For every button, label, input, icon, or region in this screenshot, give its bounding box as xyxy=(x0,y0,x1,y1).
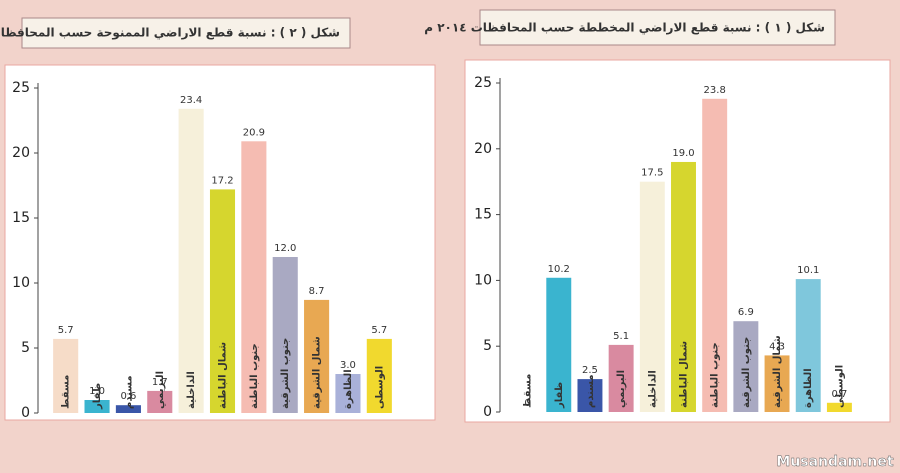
category-label: الوسطى xyxy=(374,366,385,409)
category-label: جنوب الباطنة xyxy=(710,342,721,408)
value-label: 5.7 xyxy=(58,325,74,336)
category-label: جنوب الباطنة xyxy=(249,343,260,409)
value-label: 0.6 xyxy=(120,391,136,402)
category-label: مسقط xyxy=(61,375,72,409)
bar xyxy=(546,277,572,412)
y-tick-label: 10 xyxy=(12,275,30,291)
value-label: 12.0 xyxy=(274,243,296,254)
value-label: 4.3 xyxy=(769,341,785,352)
value-label: 1.0 xyxy=(89,386,105,397)
bar xyxy=(639,181,665,412)
value-label: 17.2 xyxy=(211,175,233,186)
bar xyxy=(733,321,759,412)
bar xyxy=(178,108,204,414)
category-label: البريمي xyxy=(155,371,166,409)
y-tick-label: 0 xyxy=(21,405,30,421)
category-label: الداخلية xyxy=(647,370,658,408)
category-label: مسقط xyxy=(523,374,534,408)
value-label: 1.7 xyxy=(152,377,168,388)
category-label: مسندم xyxy=(123,375,134,409)
bar xyxy=(241,141,267,414)
value-label: 10.2 xyxy=(548,264,570,275)
bar xyxy=(209,189,236,413)
y-tick-label: 10 xyxy=(474,272,492,288)
value-label: 5.1 xyxy=(613,331,629,342)
chart-title: شكل ( ١ ) : نسبة قطع الاراضي المخططة حسب… xyxy=(424,21,825,36)
y-tick-label: 25 xyxy=(474,75,492,91)
chart-title: شكل ( ٢ ) : نسبة قطع الاراضي الممنوحة حس… xyxy=(0,26,340,41)
bar xyxy=(608,344,634,412)
y-tick-label: 0 xyxy=(483,404,492,420)
bar xyxy=(115,405,141,413)
bar xyxy=(304,299,330,413)
value-label: 19.0 xyxy=(672,148,694,159)
title-box-right xyxy=(479,9,836,46)
category-label: البريمي xyxy=(616,370,627,408)
y-tick-label: 5 xyxy=(483,338,492,354)
value-label: 2.5 xyxy=(582,365,598,376)
y-tick-label: 20 xyxy=(12,145,30,161)
category-label: شمال الباطنة xyxy=(218,342,229,409)
category-label: الوسطى xyxy=(834,365,845,408)
bar xyxy=(795,279,821,412)
value-label: 0 xyxy=(524,398,530,409)
bar xyxy=(671,161,696,412)
bar xyxy=(147,390,173,413)
category-label: شمال الباطنة xyxy=(679,341,690,408)
category-label: الظاهرة xyxy=(803,368,814,408)
value-label: 6.9 xyxy=(738,307,754,318)
bar xyxy=(84,400,110,413)
bar xyxy=(335,374,361,413)
y-tick-label: 15 xyxy=(12,210,30,226)
bar xyxy=(702,98,728,413)
y-tick-label: 25 xyxy=(12,80,30,96)
bar xyxy=(764,355,790,412)
category-label: ظفار xyxy=(554,382,565,409)
y-tick-label: 5 xyxy=(21,340,30,356)
bar xyxy=(366,338,392,413)
bar xyxy=(53,338,79,413)
value-label: 23.4 xyxy=(180,95,202,106)
bar xyxy=(577,379,603,412)
y-tick-label: 20 xyxy=(474,141,492,157)
value-label: 5.7 xyxy=(371,325,387,336)
category-label: جنوب الشرقية xyxy=(741,337,752,408)
category-label: الظاهرة xyxy=(343,369,354,409)
value-label: 10.1 xyxy=(797,265,819,276)
category-label: مسندم xyxy=(585,374,596,408)
value-label: 3.0 xyxy=(340,360,356,371)
value-label: 0.7 xyxy=(831,389,847,400)
category-label: شمال الشرقية xyxy=(772,335,783,408)
y-tick-label: 15 xyxy=(474,207,492,223)
category-label: ظفار xyxy=(92,383,103,410)
bar xyxy=(272,257,298,413)
category-label: جنوب الشرقية xyxy=(280,338,291,409)
bar xyxy=(826,402,852,412)
value-label: 20.9 xyxy=(243,127,265,138)
category-label: شمال الشرقية xyxy=(312,336,323,409)
value-label: 8.7 xyxy=(309,286,325,297)
value-label: 17.5 xyxy=(641,168,663,179)
category-label: الداخلية xyxy=(186,371,197,409)
title-box-left xyxy=(21,17,351,49)
value-label: 23.8 xyxy=(704,85,726,96)
watermark: Musandam.net xyxy=(776,454,893,470)
